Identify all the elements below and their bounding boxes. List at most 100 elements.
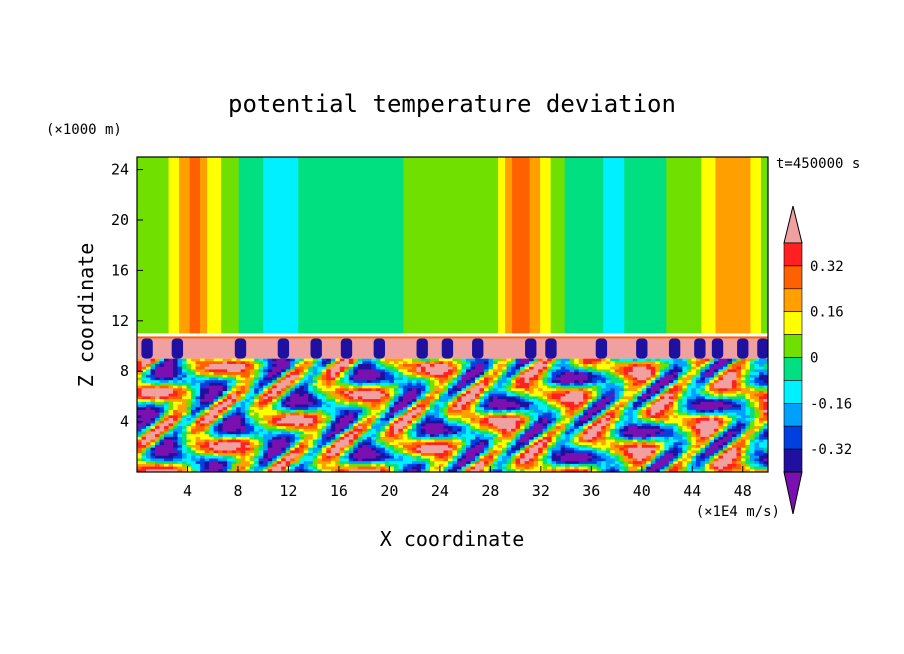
lower-cell [164,418,170,422]
lower-cell [272,361,278,365]
lower-cell [344,455,350,460]
lower-cell [321,420,327,424]
lower-cell [353,418,359,422]
lower-cell [141,436,147,441]
lower-cell [317,388,323,392]
lower-cell [596,364,602,368]
lower-cell [150,393,156,397]
lower-cell [204,404,210,408]
lower-cell [191,431,197,435]
lower-cell [407,380,413,384]
lower-cell [632,412,638,416]
lower-cell [416,374,422,379]
lower-cell [533,401,539,406]
lower-cell [578,455,584,460]
lower-cell [619,418,625,422]
lower-cell [285,420,291,424]
upper-cell [764,157,768,334]
lower-cell [520,382,526,387]
lower-cell [285,396,291,400]
lower-cell [173,382,179,387]
lower-cell [560,455,566,460]
lower-cell [511,407,517,411]
lower-cell [565,461,571,465]
lower-cell [574,372,580,376]
lower-cell [556,423,562,427]
lower-cell [574,469,580,472]
lower-cell [362,426,368,430]
lower-cell [529,412,535,416]
lower-cell [420,434,427,438]
lower-cell [420,399,427,403]
lower-cell [231,374,237,379]
lower-cell [155,428,161,433]
lower-cell [168,366,174,370]
lower-cell [484,388,490,392]
lower-cell [596,418,602,422]
lower-cell [177,377,183,381]
lower-cell [348,412,354,416]
lower-cell [353,428,359,433]
lower-cell [141,431,147,435]
lower-cell [312,382,318,387]
lower-cell [466,420,472,424]
lower-cell [619,374,625,379]
lower-cell [339,445,345,449]
lower-cell [218,453,224,457]
lower-cell [538,458,544,462]
lower-cell [583,461,589,465]
lower-cell [173,439,179,443]
lower-cell [353,385,359,389]
lower-cell [475,399,481,403]
lower-cell [420,388,427,392]
lower-cell [267,436,273,441]
lower-cell [263,385,269,389]
lower-cell [425,415,431,419]
lower-cell [330,442,336,446]
lower-cell [254,369,260,373]
lower-cell [574,455,580,460]
lower-cell [335,358,341,362]
lower-cell [195,420,201,424]
lower-cell [533,382,539,387]
lower-cell [515,423,521,427]
lower-cell [222,380,228,384]
lower-cell [312,466,318,470]
lower-cell [578,409,584,414]
lower-cell [484,401,490,406]
lower-cell [466,418,472,422]
lower-cell [317,418,323,422]
lower-cell [466,399,472,403]
lower-cell [420,358,427,362]
lower-cell [610,426,616,430]
lower-cell [524,466,530,470]
lower-cell [344,463,350,468]
lower-cell [506,439,512,443]
lower-cell [443,445,449,449]
lower-cell [389,434,395,438]
lower-cell [294,396,300,400]
lower-cell [177,447,183,451]
lower-cell [236,358,242,362]
lower-cell [245,409,251,414]
lower-cell [186,458,192,462]
lower-cell [565,372,571,376]
lower-cell [344,396,350,400]
lower-cell [587,455,593,460]
lower-cell [619,463,625,468]
lower-cell [258,385,264,389]
lower-cell [150,423,156,427]
lower-cell [646,461,652,465]
lower-cell [312,428,318,433]
lower-cell [420,409,427,414]
lower-cell [200,450,206,454]
lower-cell [218,442,224,446]
lower-cell [461,439,467,443]
lower-cell [371,369,377,373]
lower-cell [317,439,323,443]
lower-cell [637,415,643,419]
lower-cell [173,426,179,430]
lower-cell [488,450,494,454]
lower-cell [479,374,485,379]
lower-cell [614,420,620,424]
